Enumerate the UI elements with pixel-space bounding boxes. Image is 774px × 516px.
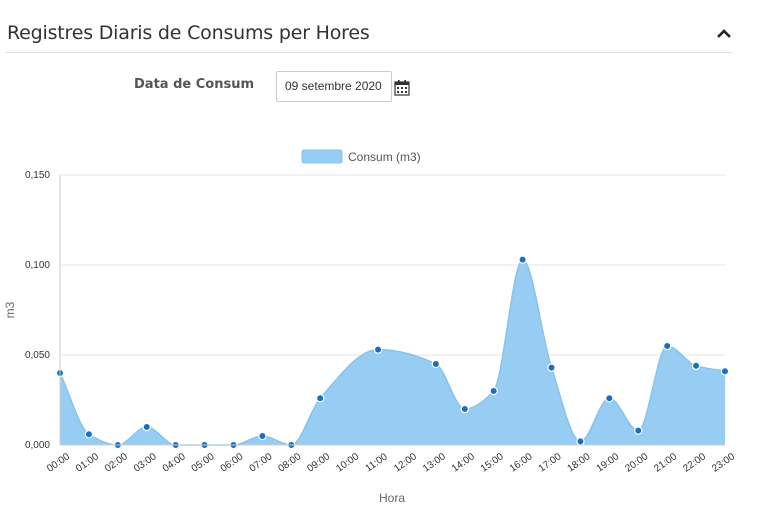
x-tick-label: 21:00 [652,451,679,475]
calendar-icon[interactable] [394,79,410,96]
x-tick-label: 23:00 [710,451,737,475]
x-tick-label: 06:00 [219,451,246,475]
x-tick-label: 12:00 [392,451,419,475]
legend-label[interactable]: Consum (m3) [348,150,421,164]
y-tick-label: 0,000 [25,440,50,451]
data-point[interactable] [547,363,556,372]
data-point[interactable] [373,345,383,354]
x-tick-label: 20:00 [623,451,650,475]
series-area[interactable] [60,259,725,445]
data-point[interactable] [720,366,730,376]
y-tick-label: 0,150 [25,170,50,181]
data-point[interactable] [258,431,267,441]
data-point[interactable] [662,341,672,351]
date-label: Data de Consum [134,77,254,92]
x-tick-label: 03:00 [132,451,159,475]
x-tick-label: 08:00 [276,451,303,475]
data-point[interactable] [605,394,614,403]
y-axis-title: m3 [3,301,17,318]
x-tick-label: 13:00 [421,451,448,475]
data-point[interactable] [142,422,151,432]
x-tick-label: 01:00 [74,451,101,475]
data-point[interactable] [489,386,498,396]
y-tick-label: 0,050 [25,350,50,361]
panel-header: Registres Diaris de Consums per Hores [6,16,732,53]
panel-title: Registres Diaris de Consums per Hores [7,22,370,44]
data-point[interactable] [316,394,325,403]
x-tick-label: 15:00 [479,451,506,475]
x-axis-title: Hora [379,491,405,505]
data-point[interactable] [460,404,469,414]
x-tick-label: 19:00 [595,451,622,475]
x-tick-label: 11:00 [364,451,391,474]
chevron-up-icon[interactable] [716,26,732,40]
data-point[interactable] [576,437,585,446]
data-point[interactable] [634,426,643,435]
x-tick-label: 10:00 [334,451,361,475]
x-tick-label: 16:00 [508,451,535,475]
x-tick-label: 18:00 [566,451,593,475]
legend-swatch[interactable] [301,149,343,164]
x-tick-label: 09:00 [305,451,332,475]
data-point[interactable] [518,255,527,264]
x-tick-label: 22:00 [681,451,708,475]
x-tick-label: 05:00 [190,451,217,475]
data-point[interactable] [691,361,701,370]
x-tick-label: 17:00 [537,451,564,475]
consumption-chart: 0,000 0,050 0,100 0,150 00:00 01:00 02:00 03:00… [3,149,737,505]
y-tick-label: 0,100 [25,260,50,271]
x-tick-label: 04:00 [161,451,188,475]
chart-legend[interactable]: Consum (m3) [301,149,421,164]
x-tick-label: 14:00 [450,451,477,475]
data-point[interactable] [431,359,441,369]
chart-area [59,258,726,446]
date-input[interactable]: 09 setembre 2020 [276,71,392,102]
x-tick-label: 07:00 [248,451,275,475]
x-tick-label: 02:00 [103,451,130,475]
data-point[interactable] [84,430,94,439]
x-tick-label: 00:00 [45,451,72,475]
